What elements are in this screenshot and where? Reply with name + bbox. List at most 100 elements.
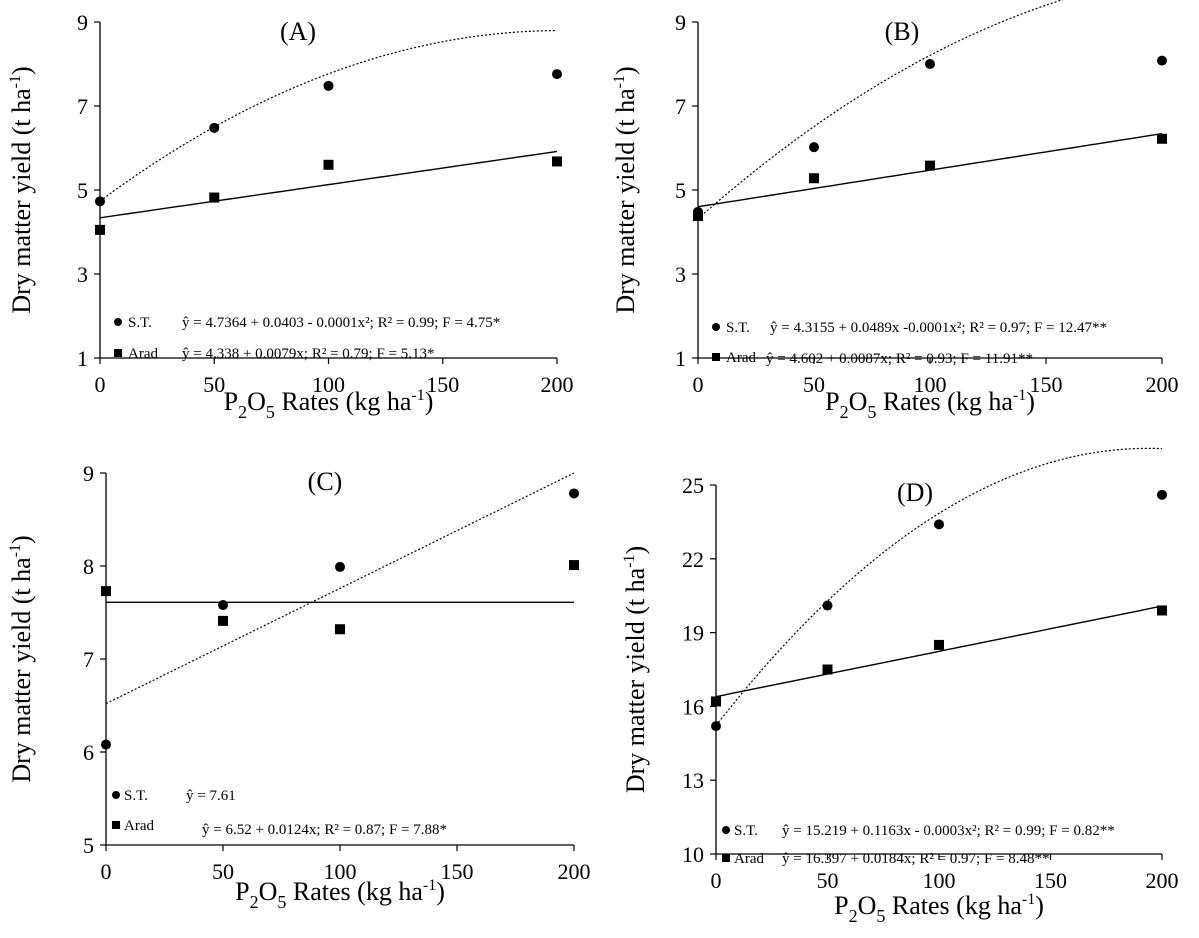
- x-axis-title-sub2: 5: [266, 402, 275, 422]
- y-tick-label: 9: [675, 10, 686, 35]
- data-point-st: [95, 196, 105, 207]
- x-axis-title: P2O5 Rates (kg ha-1): [224, 387, 434, 422]
- y-tick-label: 1: [675, 346, 686, 371]
- x-axis-title-sub1: 2: [849, 906, 858, 926]
- panel-label: (A): [280, 17, 316, 46]
- legend-label: Arad: [128, 346, 158, 362]
- x-tick-label: 0: [711, 868, 722, 893]
- legend-label: Arad: [726, 350, 756, 366]
- legend-marker-st: [114, 318, 122, 326]
- y-axis-title-sup: -1: [621, 555, 638, 568]
- data-point-st: [925, 59, 935, 69]
- x-axis-title-mid: O: [259, 877, 278, 906]
- y-axis-title: Dry matter yield (t ha-1): [7, 66, 36, 313]
- fit-line-st: [715, 447, 1163, 726]
- x-tick-label: 100: [312, 372, 345, 397]
- legend-marker-arad: [712, 353, 720, 361]
- data-point-arad: [1157, 133, 1167, 144]
- fit-line-arad: [99, 150, 558, 219]
- x-tick-label: 150: [1030, 372, 1063, 397]
- data-point-arad: [809, 173, 819, 184]
- y-tick-label: 8: [83, 554, 94, 579]
- y-axis-title-end: ): [7, 535, 36, 544]
- x-tick-label: 200: [1146, 868, 1179, 893]
- y-axis-title-main: Dry matter yield (t ha: [621, 567, 650, 793]
- x-axis-title-mid: O: [858, 891, 877, 920]
- data-point-arad: [95, 224, 105, 235]
- y-axis-title-end: ): [611, 66, 640, 75]
- y-tick-label: 13: [682, 768, 704, 793]
- data-point-st: [335, 561, 345, 572]
- x-tick-label: 100: [324, 859, 357, 884]
- x-tick-label: 50: [212, 859, 234, 884]
- x-axis-title-end: ): [436, 877, 445, 906]
- data-point-arad: [218, 615, 228, 626]
- legend-label: Arad: [124, 818, 154, 834]
- x-axis-title-sup: -1: [1013, 387, 1026, 404]
- y-tick-label: 1: [77, 346, 88, 371]
- y-tick-label: 22: [682, 547, 704, 572]
- x-axis-title-sub2: 5: [277, 892, 286, 912]
- y-axis-title-main: Dry matter yield (t ha: [611, 88, 640, 314]
- x-axis-title-mid: O: [247, 387, 266, 416]
- x-axis-title-base: P: [235, 877, 249, 906]
- y-tick-label: 5: [77, 178, 88, 203]
- x-axis-title-sub1: 2: [238, 402, 247, 422]
- x-axis-title-base: P: [825, 387, 839, 416]
- x-tick-label: 100: [914, 372, 947, 397]
- x-tick-label: 0: [693, 372, 704, 397]
- legend-label: S.T.: [124, 788, 148, 804]
- regression-equation: ŷ = 4.7364 + 0.0403 - 0.0001x²; R² = 0.9…: [182, 315, 500, 331]
- y-axis-title: Dry matter yield (t ha-1): [611, 66, 640, 313]
- x-axis-title-rest: Rates (kg ha: [885, 891, 1022, 920]
- legend-label: S.T.: [734, 823, 758, 839]
- x-axis-title: P2O5 Rates (kg ha-1): [235, 877, 445, 912]
- data-point-arad: [711, 696, 721, 707]
- data-point-arad: [323, 159, 334, 170]
- x-tick-label: 0: [95, 372, 106, 397]
- x-tick-label: 50: [817, 868, 839, 893]
- y-axis-title: Dry matter yield (t ha-1): [7, 535, 36, 782]
- data-point-st: [711, 721, 721, 732]
- legend-label: S.T.: [726, 320, 750, 336]
- x-axis-title-rest: Rates (kg ha: [275, 387, 412, 416]
- y-axis-title: Dry matter yield (t ha-1): [621, 546, 650, 793]
- x-tick-label: 150: [1034, 868, 1067, 893]
- y-tick-label: 16: [682, 694, 704, 719]
- data-point-st: [569, 488, 579, 499]
- y-tick-label: 25: [682, 473, 704, 498]
- y-tick-label: 5: [83, 833, 94, 858]
- y-tick-label: 10: [682, 842, 704, 867]
- legend-marker-st: [112, 791, 120, 799]
- x-tick-label: 50: [803, 372, 825, 397]
- x-axis-title-sub2: 5: [867, 402, 876, 422]
- data-point-st: [822, 600, 833, 611]
- data-point-st: [809, 142, 819, 153]
- data-point-arad: [209, 192, 220, 203]
- data-point-st: [323, 80, 334, 91]
- x-axis-title-rest: Rates (kg ha: [286, 877, 423, 906]
- x-tick-label: 150: [426, 372, 459, 397]
- x-axis-title: P2O5 Rates (kg ha-1): [825, 387, 1035, 422]
- data-point-st: [1157, 489, 1167, 500]
- panel-label: (C): [308, 467, 343, 496]
- legend-marker-arad: [722, 854, 730, 862]
- y-axis-title-end: ): [7, 66, 36, 75]
- data-point-arad: [822, 664, 833, 675]
- y-axis-title-sup: -1: [7, 544, 24, 557]
- data-point-arad: [693, 211, 703, 222]
- x-axis-title-end: ): [425, 387, 434, 416]
- x-tick-label: 200: [1146, 372, 1179, 397]
- legend-marker-st: [712, 323, 720, 331]
- y-axis-title-main: Dry matter yield (t ha: [7, 557, 36, 783]
- y-tick-label: 9: [77, 10, 88, 35]
- x-axis-title-sup: -1: [1022, 891, 1035, 908]
- data-point-st: [552, 69, 562, 80]
- y-axis-title-main: Dry matter yield (t ha: [7, 88, 36, 314]
- regression-equation: ŷ = 7.61: [186, 788, 236, 804]
- legend-marker-st: [722, 826, 730, 834]
- x-axis-title-rest: Rates (kg ha: [876, 387, 1013, 416]
- legend-label: S.T.: [128, 315, 152, 331]
